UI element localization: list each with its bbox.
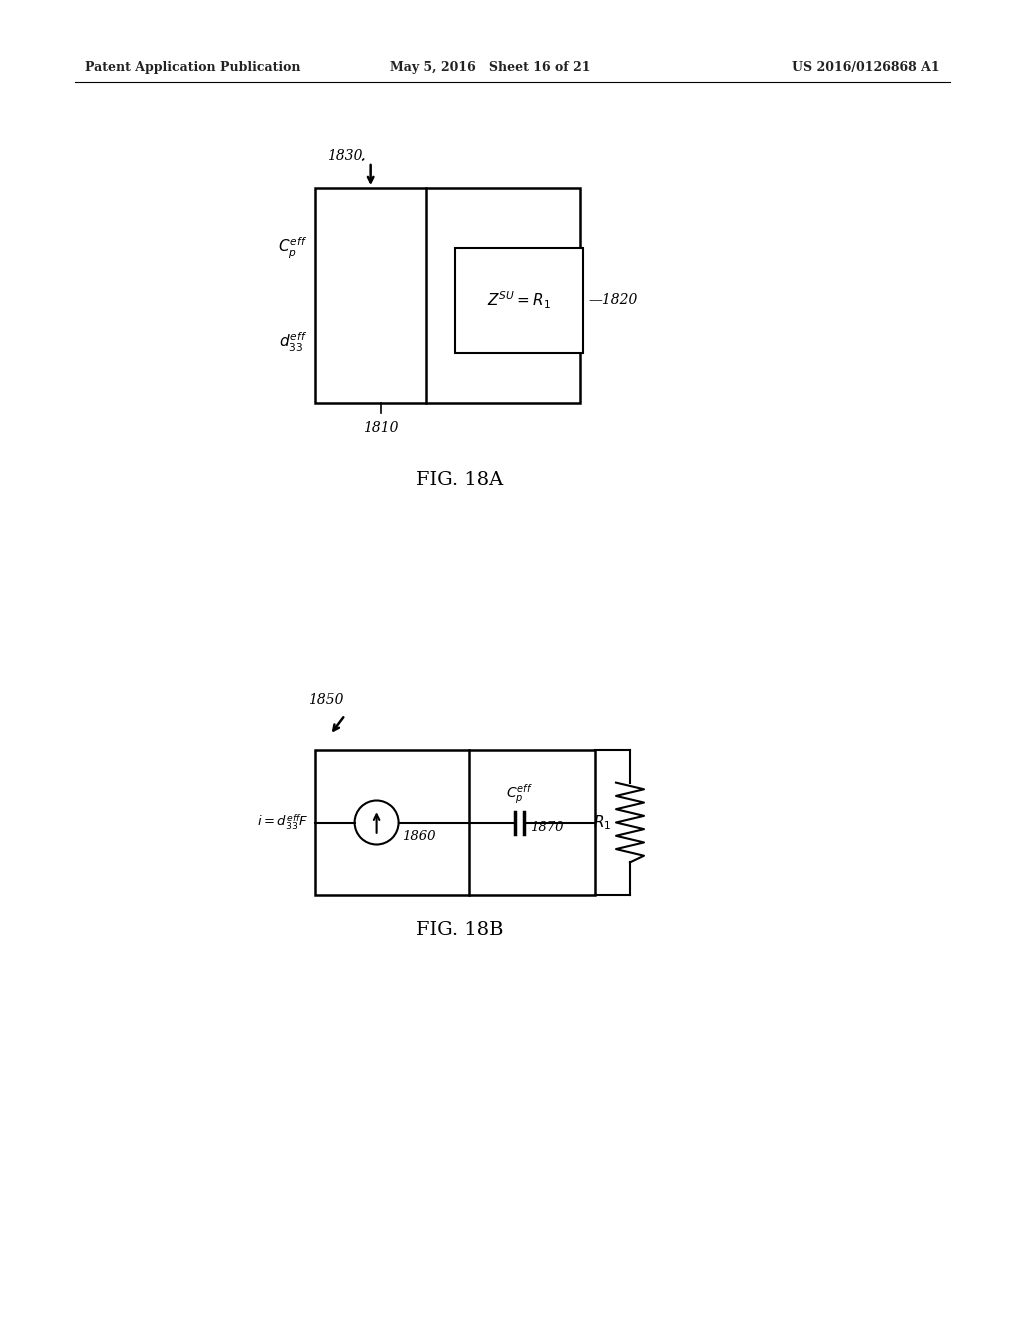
Text: $i{=}d_{33}^{eff}F$: $i{=}d_{33}^{eff}F$	[257, 813, 309, 832]
Text: 1860: 1860	[401, 830, 435, 843]
Text: Patent Application Publication: Patent Application Publication	[85, 62, 300, 74]
Text: $C_p^{eff}$: $C_p^{eff}$	[278, 236, 307, 261]
Text: FIG. 18A: FIG. 18A	[417, 471, 504, 488]
Text: —1820: —1820	[588, 293, 637, 308]
Bar	[455, 248, 583, 352]
Text: $C_p^{eff}$: $C_p^{eff}$	[506, 783, 532, 807]
Bar	[315, 187, 580, 403]
Text: US 2016/0126868 A1: US 2016/0126868 A1	[793, 62, 940, 74]
Text: FIG. 18B: FIG. 18B	[416, 921, 504, 939]
Text: $Z^{SU}{=}R_1$: $Z^{SU}{=}R_1$	[487, 290, 551, 312]
Text: 1850: 1850	[308, 693, 343, 708]
Text: $R_1$: $R_1$	[593, 813, 611, 832]
Text: May 5, 2016   Sheet 16 of 21: May 5, 2016 Sheet 16 of 21	[390, 62, 590, 74]
Text: $d_{33}^{eff}$: $d_{33}^{eff}$	[279, 331, 307, 354]
Text: 1830: 1830	[327, 149, 362, 162]
Bar	[315, 750, 595, 895]
Text: 1810: 1810	[364, 421, 399, 436]
Text: 1870: 1870	[529, 821, 563, 834]
